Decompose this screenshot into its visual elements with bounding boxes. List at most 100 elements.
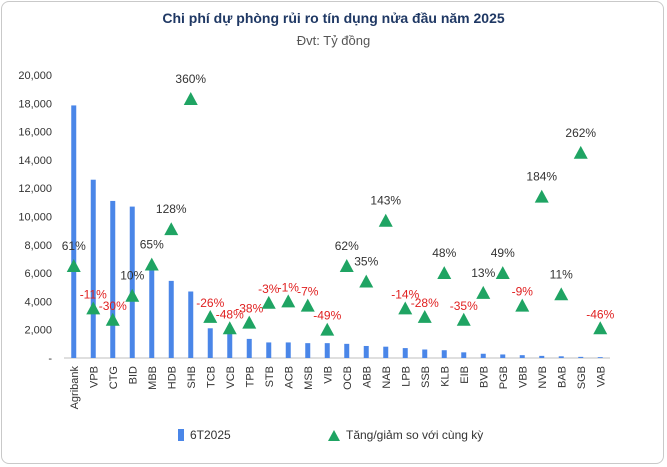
x-tick-label: BID <box>127 366 139 384</box>
growth-marker <box>261 295 276 309</box>
growth-label: 128% <box>156 202 187 216</box>
growth-marker <box>281 294 296 308</box>
growth-label: 262% <box>565 126 596 140</box>
x-tick-label: NAB <box>381 366 393 389</box>
growth-marker <box>86 301 101 315</box>
y-tick-label: 10,000 <box>18 212 52 224</box>
growth-label: -11% <box>80 287 107 301</box>
growth-label: 184% <box>526 170 557 184</box>
growth-label: -1% <box>278 280 300 294</box>
x-tick-label: STB <box>264 366 276 387</box>
y-tick-label: 12,000 <box>18 183 52 195</box>
legend-item-markers: Tăng/giảm so với cùng kỳ <box>328 428 483 442</box>
y-tick-label: 14,000 <box>18 155 52 167</box>
growth-label: 65% <box>140 238 164 252</box>
growth-marker <box>300 298 315 312</box>
bar <box>168 280 174 358</box>
growth-marker <box>398 301 413 315</box>
y-tick-label: - <box>48 353 52 365</box>
growth-label: 11% <box>550 267 573 281</box>
legend-label-markers: Tăng/giảm so với cùng kỳ <box>346 428 484 442</box>
bar <box>597 357 603 358</box>
growth-label: 61% <box>62 239 86 253</box>
x-tick-label: ABB <box>361 366 373 388</box>
x-tick-label: VBB <box>517 366 529 388</box>
bar <box>519 355 525 358</box>
y-tick-label: 8,000 <box>24 240 52 252</box>
bar <box>402 348 408 358</box>
x-tick-label: VCB <box>225 366 237 389</box>
bar <box>129 206 135 358</box>
bar <box>578 356 584 358</box>
bar <box>383 346 389 358</box>
growth-marker <box>417 309 432 323</box>
x-tick-label: BVB <box>478 366 490 388</box>
x-tick-label: EIB <box>459 366 471 384</box>
y-tick-label: 18,000 <box>18 98 52 110</box>
x-tick-label: Agribank <box>69 366 81 410</box>
growth-marker <box>66 259 81 272</box>
x-tick-label: PGB <box>498 366 510 389</box>
growth-marker <box>573 145 588 159</box>
growth-label: 13% <box>471 266 495 280</box>
growth-marker <box>183 92 198 106</box>
growth-marker <box>242 315 257 329</box>
growth-label: -49% <box>313 309 341 323</box>
growth-marker <box>359 274 374 288</box>
bar <box>539 355 545 358</box>
growth-marker <box>456 312 471 326</box>
growth-label: 35% <box>354 255 378 269</box>
legend-swatch-bar <box>178 429 184 441</box>
x-tick-label: TCB <box>205 366 217 388</box>
growth-label: -7% <box>297 285 319 299</box>
growth-label: -35% <box>450 299 478 313</box>
bar <box>422 349 428 358</box>
bar <box>207 328 213 358</box>
y-tick-label: 20,000 <box>18 70 52 82</box>
x-tick-label: MSB <box>303 366 315 390</box>
chart-subtitle: Đvt: Tỷ đồng <box>296 33 371 48</box>
x-tick-label: LPB <box>400 366 412 387</box>
growth-marker <box>320 322 335 336</box>
growth-marker <box>164 222 179 236</box>
x-tick-label: CTG <box>108 366 120 389</box>
x-tick-label: NVB <box>537 366 549 389</box>
bar <box>266 342 272 358</box>
bar <box>344 343 350 358</box>
bar <box>558 356 564 358</box>
x-tick-label: VIB <box>322 366 334 384</box>
y-tick-label: 6,000 <box>24 268 52 280</box>
growth-label: -46% <box>586 307 614 321</box>
growth-marker <box>125 288 140 302</box>
growth-label: 49% <box>491 246 515 260</box>
growth-marker <box>593 321 608 335</box>
x-tick-label: TPB <box>244 366 256 387</box>
growth-marker <box>534 189 549 203</box>
growth-marker <box>495 266 510 280</box>
growth-label: -26% <box>196 296 224 310</box>
growth-marker <box>222 321 237 335</box>
bar <box>227 329 233 358</box>
growth-label: 143% <box>370 194 401 208</box>
growth-label: -3% <box>258 282 280 296</box>
growth-label: -14% <box>391 287 419 301</box>
growth-label: 10% <box>120 269 144 283</box>
growth-label: -28% <box>411 296 439 310</box>
growth-label: 62% <box>335 239 359 253</box>
growth-marker <box>203 309 218 323</box>
bar <box>149 267 155 358</box>
growth-marker <box>554 287 569 301</box>
bar <box>363 345 369 358</box>
bar <box>480 353 486 358</box>
legend-swatch-triangle <box>328 429 340 441</box>
y-tick-label: 16,000 <box>18 127 52 139</box>
bar <box>324 343 330 358</box>
growth-label: -48% <box>216 307 244 321</box>
growth-marker <box>339 259 354 272</box>
bar <box>461 352 467 358</box>
legend-item-bars: 6T2025 <box>178 428 231 442</box>
bar <box>500 354 506 358</box>
y-tick-label: 2,000 <box>24 325 52 337</box>
x-tick-label: VPB <box>88 366 100 388</box>
